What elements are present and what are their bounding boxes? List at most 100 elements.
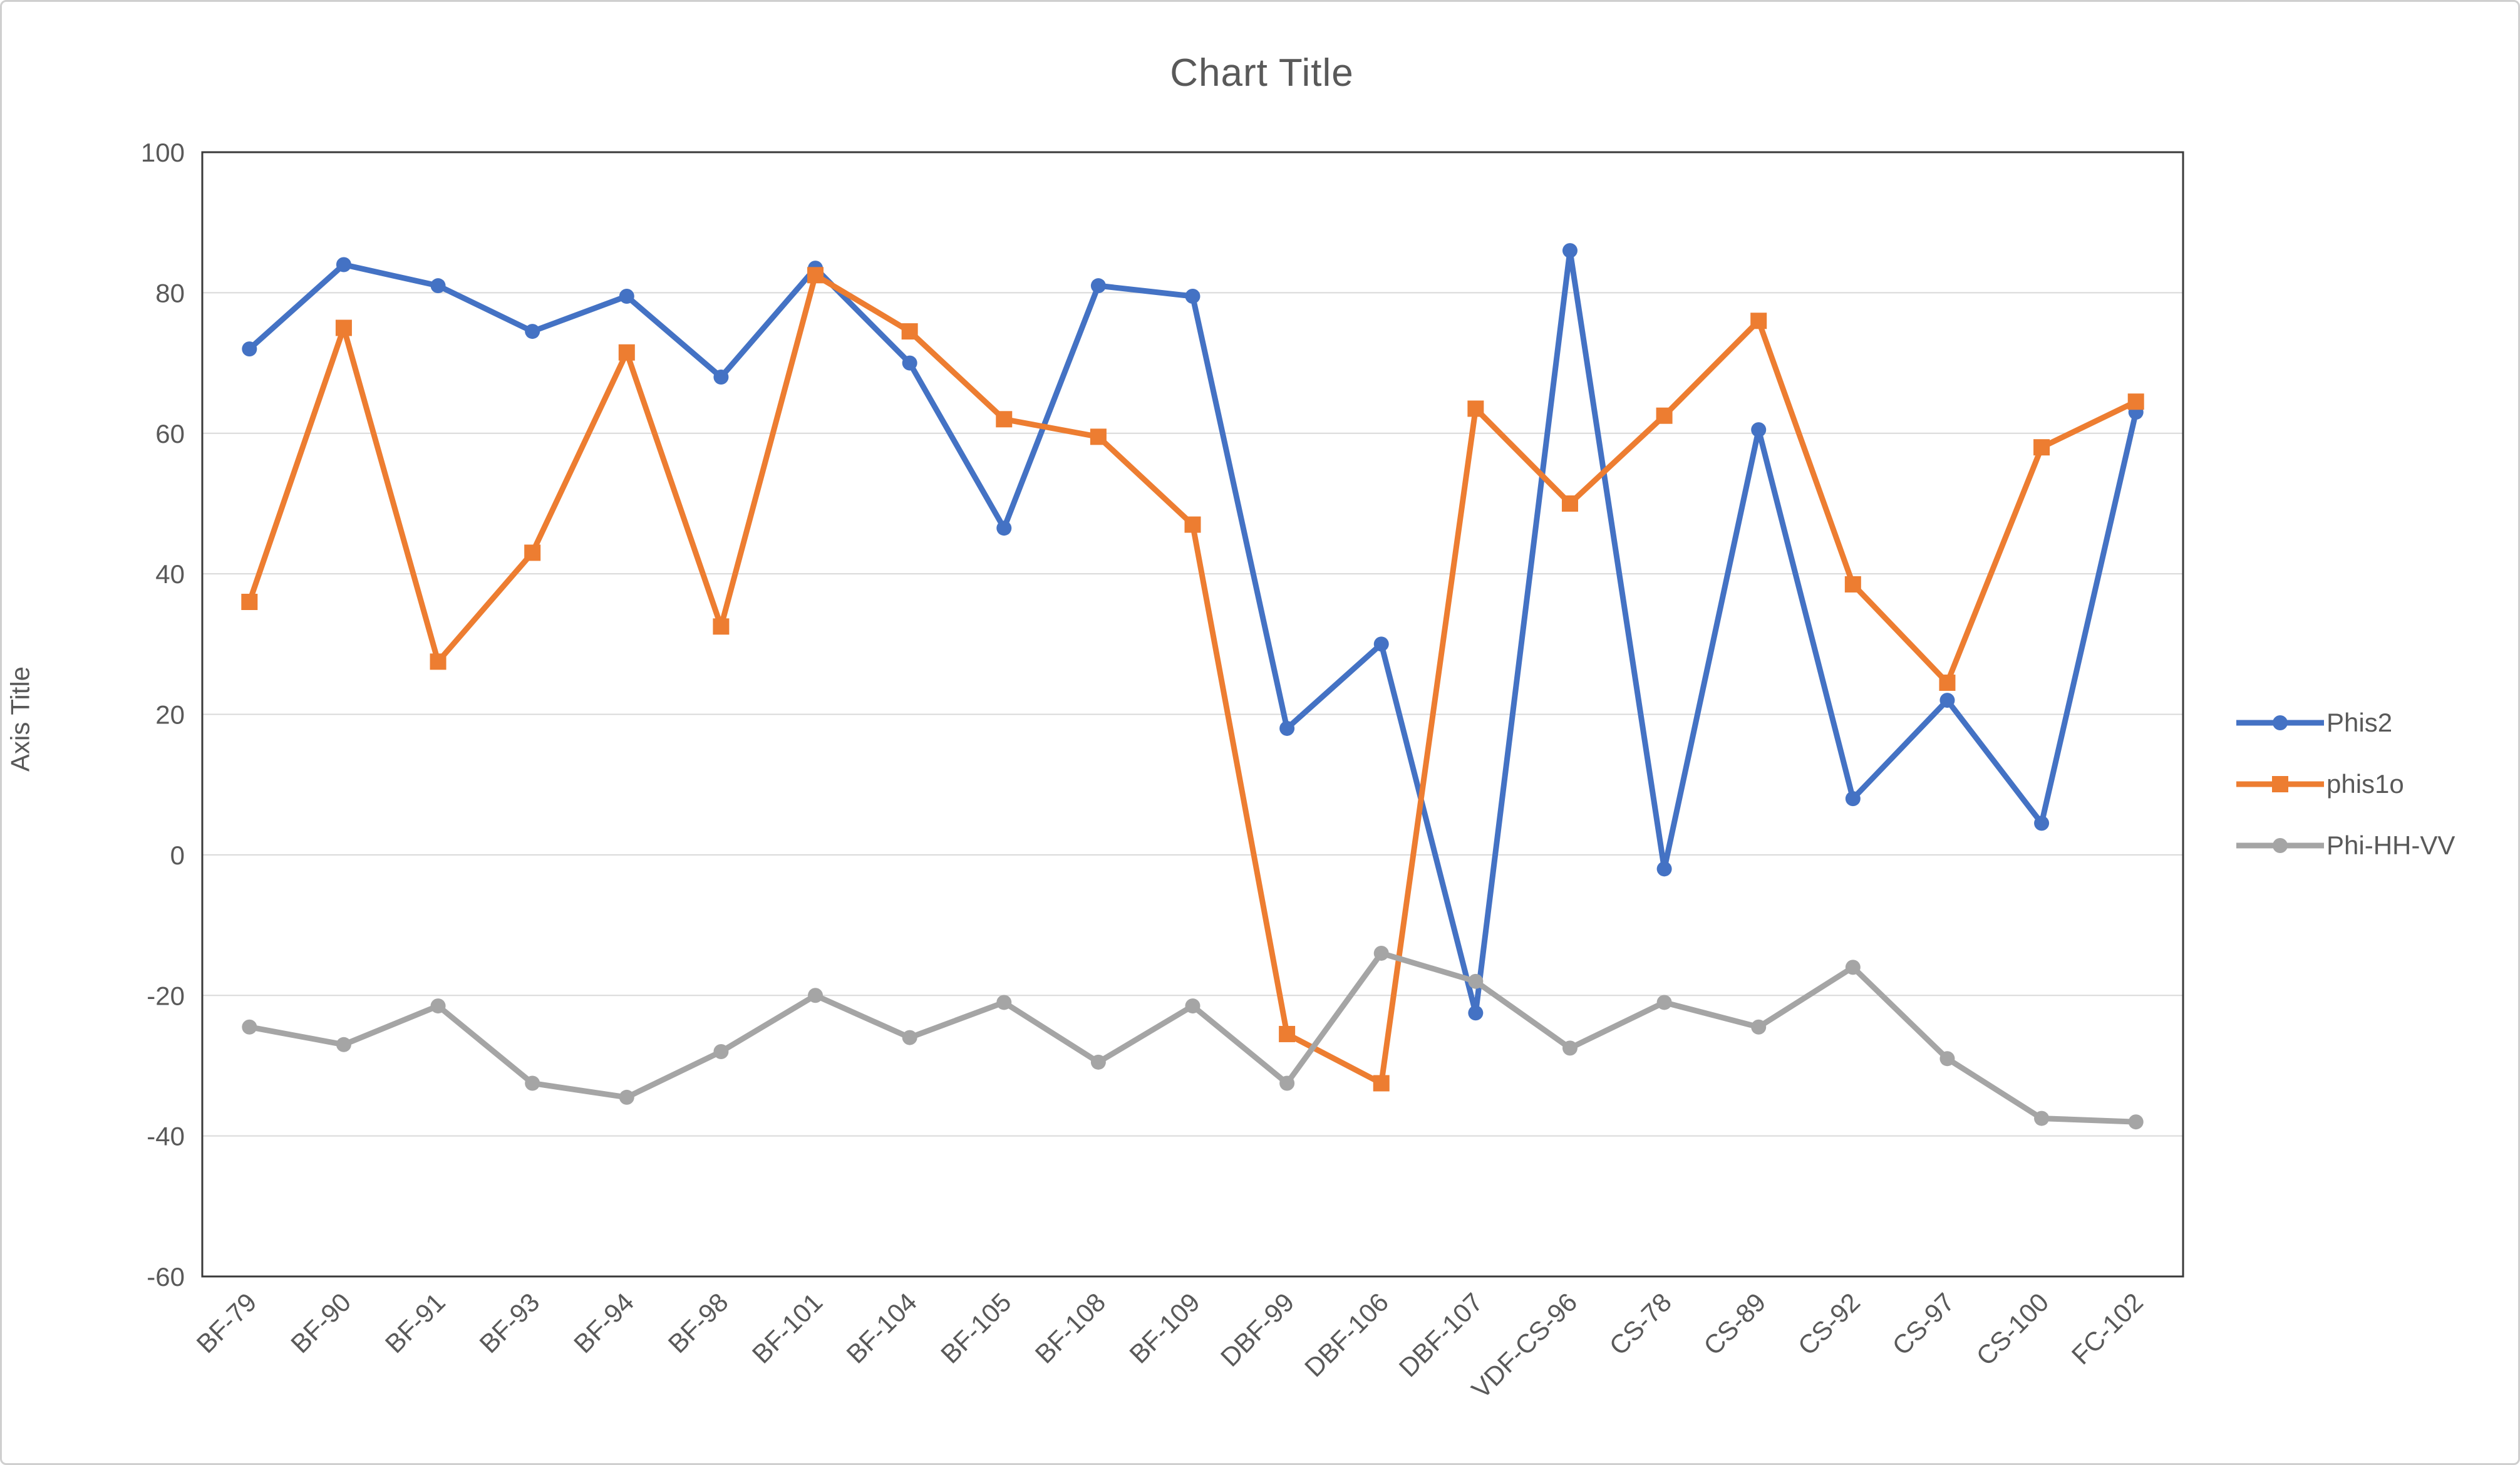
marker-phis1o	[1279, 1025, 1296, 1042]
legend: Phis2 phis1o Phi-HH-VV	[2236, 692, 2455, 876]
marker-Phis2	[1751, 422, 1767, 438]
marker-Phi-HH-VV	[242, 1019, 257, 1035]
marker-Phi-HH-VV	[1939, 1051, 1955, 1067]
marker-phis1o	[1184, 516, 1201, 533]
marker-Phi-HH-VV	[1185, 998, 1201, 1014]
x-tick-label: BF-109	[1123, 1287, 1206, 1369]
marker-Phi-HH-VV	[2128, 1114, 2144, 1130]
x-tick-label: BF-108	[1030, 1287, 1112, 1369]
x-tick-label: BF-98	[663, 1287, 734, 1359]
x-tick-label: BF-93	[473, 1287, 545, 1359]
plot-border	[201, 151, 2184, 1278]
marker-Phis2	[336, 257, 351, 272]
x-tick-label: CS-78	[1604, 1287, 1677, 1360]
marker-Phis2	[1845, 791, 1861, 807]
marker-Phi-HH-VV	[1656, 995, 1672, 1010]
marker-Phi-HH-VV	[713, 1044, 729, 1059]
marker-Phis2	[1279, 720, 1295, 736]
marker-Phi-HH-VV	[1562, 1040, 1578, 1056]
marker-phis1o	[1939, 675, 1956, 691]
marker-phis1o	[1750, 313, 1767, 329]
marker-phis1o	[996, 411, 1013, 428]
x-tick-label: CS-97	[1886, 1287, 1960, 1360]
x-tick-label: DBF-107	[1393, 1287, 1489, 1382]
marker-Phi-HH-VV	[1751, 1019, 1767, 1035]
x-tick-label: DBF-106	[1299, 1287, 1394, 1382]
marker-phis1o	[524, 544, 541, 561]
marker-Phis2	[619, 288, 634, 304]
legend-marker-Phis2	[2236, 715, 2324, 730]
y-tick-label: 80	[155, 278, 185, 308]
y-tick-label: 40	[155, 559, 185, 589]
marker-Phis2	[1468, 1005, 1484, 1021]
legend-item-label: Phi-HH-VV	[2326, 831, 2455, 860]
x-tick-label: CS-92	[1792, 1287, 1866, 1360]
series-line-Phi-HH-VV	[249, 950, 2136, 1125]
legend-item-label: phis1o	[2326, 769, 2404, 799]
x-tick-label: BF-105	[935, 1287, 1017, 1369]
marker-Phi-HH-VV	[808, 988, 824, 1003]
marker-Phi-HH-VV	[2034, 1110, 2050, 1126]
marker-phis1o	[1656, 407, 1673, 424]
marker-Phis2	[1656, 861, 1672, 877]
marker-phis1o	[1467, 400, 1484, 417]
marker-phis1o	[618, 344, 635, 361]
marker-Phi-HH-VV	[1468, 973, 1484, 989]
x-tick-label: BF-79	[191, 1287, 262, 1359]
x-tick-label: BF-91	[380, 1287, 451, 1359]
marker-phis1o	[901, 323, 918, 340]
marker-Phis2	[1562, 243, 1578, 259]
marker-phis1o	[807, 267, 824, 284]
y-tick-label: -20	[147, 981, 185, 1010]
marker-Phis2	[1090, 278, 1106, 294]
x-tick-label: FC-102	[2066, 1287, 2149, 1370]
marker-Phi-HH-VV	[1373, 945, 1389, 961]
marker-phis1o	[2033, 439, 2050, 456]
legend-item: Phis2	[2236, 692, 2455, 753]
y-tick-label: -60	[147, 1262, 185, 1292]
x-tick-label: CS-100	[1971, 1287, 2055, 1371]
x-tick-label: BF-101	[746, 1287, 829, 1369]
legend-item: phis1o	[2236, 753, 2455, 815]
marker-Phis2	[1939, 693, 1955, 708]
marker-Phi-HH-VV	[525, 1075, 540, 1091]
marker-phis1o	[2127, 393, 2144, 410]
marker-Phi-HH-VV	[1845, 960, 1861, 975]
marker-Phis2	[996, 520, 1012, 536]
marker-phis1o	[335, 319, 352, 336]
marker-Phi-HH-VV	[1090, 1054, 1106, 1070]
x-tick-label: BF-104	[840, 1287, 922, 1369]
y-tick-label: -40	[147, 1122, 185, 1151]
legend-marker-phis1o	[2236, 776, 2324, 792]
marker-Phis2	[902, 355, 917, 371]
marker-Phi-HH-VV	[1279, 1075, 1295, 1091]
chart-title: Chart Title	[1170, 51, 1354, 95]
marker-Phis2	[525, 324, 540, 339]
marker-Phis2	[1185, 288, 1201, 304]
marker-Phis2	[242, 341, 257, 357]
y-tick-label: 100	[141, 138, 185, 167]
y-tick-label: 60	[155, 419, 185, 448]
series-line-Phis2	[247, 247, 2139, 1016]
x-tick-label: BF-90	[285, 1287, 356, 1359]
marker-phis1o	[1090, 428, 1107, 445]
marker-phis1o	[430, 653, 447, 670]
marker-Phi-HH-VV	[336, 1037, 351, 1052]
legend-item: Phi-HH-VV	[2236, 815, 2455, 876]
marker-Phi-HH-VV	[902, 1030, 917, 1045]
marker-Phi-HH-VV	[430, 998, 446, 1014]
marker-phis1o	[241, 594, 258, 610]
legend-item-label: Phis2	[2326, 708, 2393, 737]
x-tick-label: CS-89	[1698, 1287, 1771, 1360]
y-tick-label: 0	[170, 841, 185, 870]
marker-Phis2	[430, 278, 446, 294]
marker-Phis2	[2034, 815, 2050, 831]
marker-Phi-HH-VV	[996, 995, 1012, 1010]
marker-phis1o	[1373, 1075, 1390, 1092]
marker-Phis2	[1373, 636, 1389, 652]
x-tick-label: BF-94	[568, 1287, 639, 1359]
marker-phis1o	[713, 618, 730, 635]
x-tick-label: DBF-99	[1215, 1287, 1300, 1372]
